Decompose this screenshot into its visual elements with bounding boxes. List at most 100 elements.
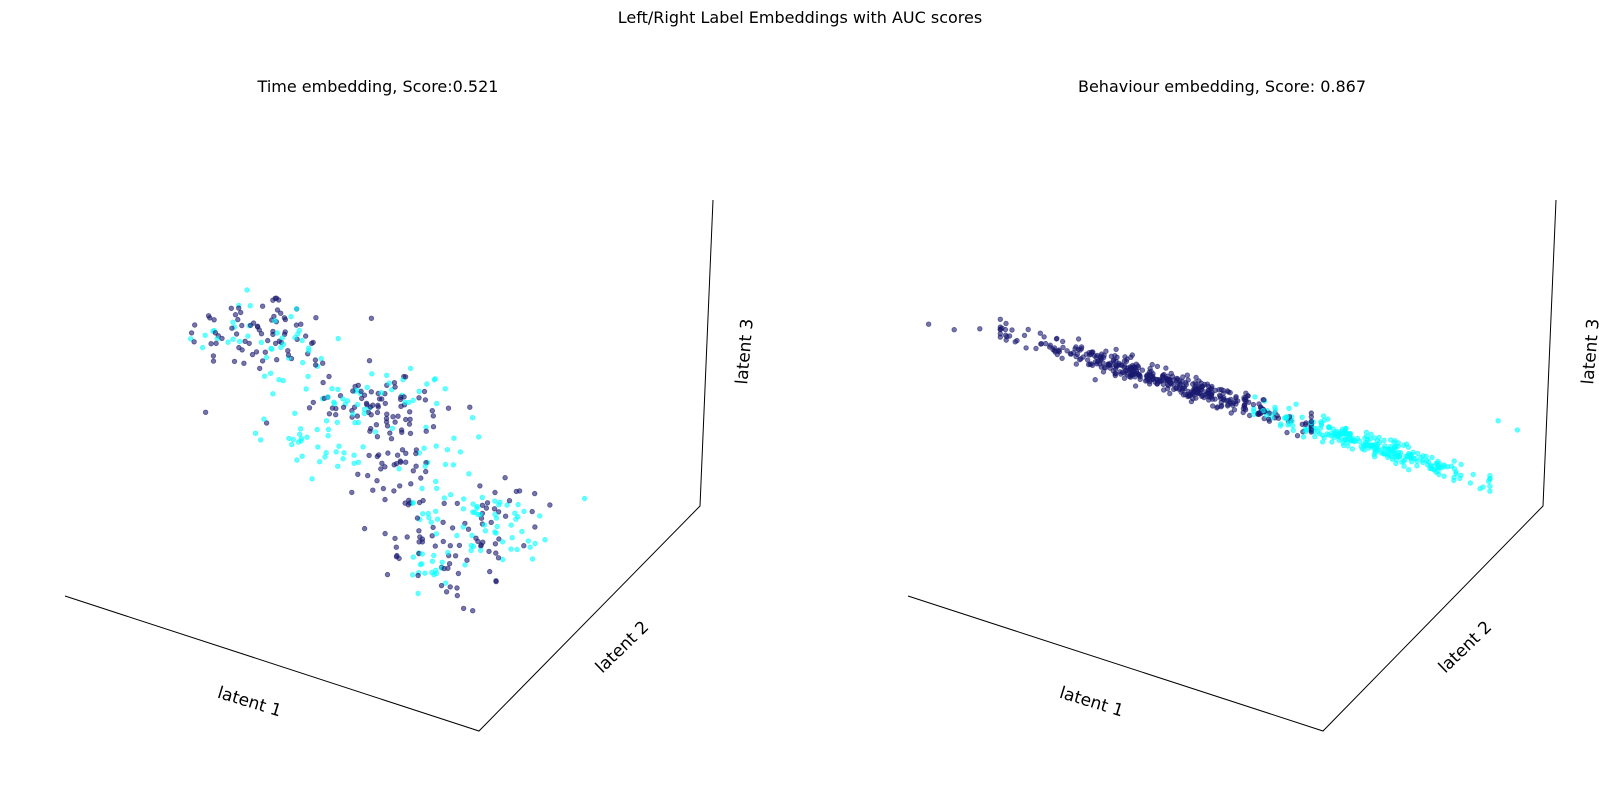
scatter-point <box>292 334 298 341</box>
scatter-point <box>464 557 470 563</box>
scatter-point <box>1487 483 1493 489</box>
scatter-point <box>452 553 459 559</box>
scatter-point <box>289 441 295 448</box>
scatter-point <box>351 452 357 458</box>
scatter-point <box>293 306 300 312</box>
scatter-point <box>494 523 500 530</box>
scatter-point <box>1132 383 1139 389</box>
scatter-point <box>1308 418 1314 425</box>
scatter-point <box>1250 401 1257 408</box>
scatter-point <box>282 316 289 323</box>
scatter-point <box>225 339 231 345</box>
scatter-point <box>1009 327 1015 333</box>
scatter-point <box>228 305 234 311</box>
scatter-point <box>1328 430 1335 436</box>
scatter-point <box>1240 409 1246 416</box>
scatter-point <box>1387 452 1393 458</box>
scatter-point <box>1380 446 1386 452</box>
scatter-point <box>1092 377 1098 383</box>
scatter-point <box>290 436 296 443</box>
scatter-point <box>1038 341 1044 347</box>
scatter-point <box>470 608 476 614</box>
scatter-point <box>1448 463 1455 469</box>
scatter-point <box>519 528 525 535</box>
scatter-point <box>372 429 379 435</box>
scatter-point <box>429 569 435 576</box>
scatter-point <box>1084 357 1091 363</box>
scatter-point <box>340 404 347 410</box>
scatter-point <box>1453 469 1459 475</box>
scatter-point <box>430 424 437 430</box>
scatter-point <box>440 538 446 545</box>
scatter-point <box>425 510 431 517</box>
scatter-point <box>1302 421 1309 428</box>
scatter-point <box>1319 432 1326 438</box>
scatter-point <box>313 315 319 321</box>
scatter-point <box>261 416 267 422</box>
scatter-point <box>1312 433 1318 440</box>
scatter-point <box>1242 397 1248 403</box>
scatter-point <box>1197 390 1203 396</box>
scatter-point <box>297 431 303 437</box>
scatter-point <box>333 449 339 455</box>
scatter-point <box>416 388 422 394</box>
scatter-point <box>1051 347 1058 354</box>
scatter-point <box>469 415 476 421</box>
scatter-point <box>1192 380 1198 386</box>
scatter-point <box>432 543 438 549</box>
scatter-point <box>340 456 346 462</box>
scatter-point <box>304 434 310 440</box>
scatter-point <box>1225 397 1232 403</box>
scatter-point <box>1290 427 1296 434</box>
axes-frame-left <box>64 199 714 732</box>
subplot-behaviour-embedding: Behaviour embedding, Score: 0.867 latent… <box>907 77 1599 732</box>
scatter-point <box>527 544 533 550</box>
scatter-point <box>336 443 342 449</box>
scatter-point <box>1105 361 1111 368</box>
scatter-point <box>470 501 476 507</box>
scatter-point <box>1403 441 1410 447</box>
scatter-point <box>211 317 217 323</box>
scatter-point <box>466 471 472 477</box>
scatter-point <box>191 322 198 328</box>
scatter-point <box>235 305 242 311</box>
scatter-point <box>383 419 390 425</box>
scatter-point <box>1397 453 1403 459</box>
scatter-point <box>1467 480 1474 486</box>
scatter-point <box>270 297 276 303</box>
scatter-point <box>456 542 463 549</box>
scatter-point <box>1198 380 1204 386</box>
scatter-point <box>1064 348 1070 354</box>
scatter-point <box>440 519 446 525</box>
figure-title: Left/Right Label Embeddings with AUC sco… <box>618 8 982 27</box>
scatter-point <box>581 495 588 502</box>
scatter-point <box>521 543 527 549</box>
scatter-point <box>397 483 403 489</box>
scatter-point <box>1312 425 1319 432</box>
scatter-point <box>320 379 326 386</box>
scatter-point <box>279 335 286 341</box>
scatter-point <box>236 338 243 345</box>
scatter-point <box>355 382 361 388</box>
scatter-point <box>529 556 536 562</box>
scatter-point <box>1347 431 1353 438</box>
scatter-point <box>499 539 506 545</box>
scatter-point <box>460 506 467 512</box>
scatter-point <box>495 555 502 561</box>
scatter-point <box>496 502 502 508</box>
scatter-point <box>403 459 409 465</box>
scatter-point <box>1400 458 1407 464</box>
scatter-point <box>420 511 426 517</box>
scatter-point <box>1154 363 1161 370</box>
scatter-point <box>1308 410 1314 416</box>
scatter-point <box>1214 404 1221 410</box>
scatter-point <box>1073 361 1079 367</box>
scatter-point <box>1113 346 1119 353</box>
scatter-point <box>386 380 392 386</box>
scatter-point <box>1173 385 1179 392</box>
scatter-point <box>396 466 402 472</box>
scatter-point <box>407 416 413 422</box>
scatter-point <box>393 544 399 550</box>
scatter-point <box>492 511 498 518</box>
scatter-point <box>363 400 370 406</box>
